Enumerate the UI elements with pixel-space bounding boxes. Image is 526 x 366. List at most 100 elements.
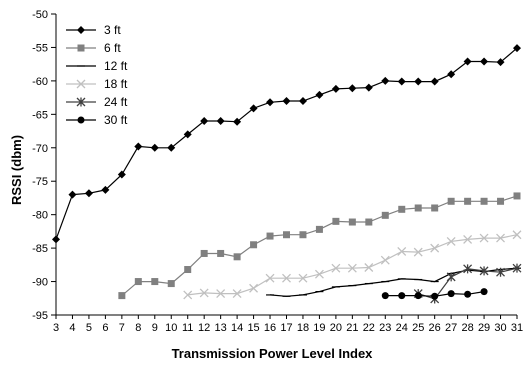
data-point <box>414 204 422 212</box>
data-point <box>398 205 406 213</box>
data-point <box>348 218 356 226</box>
x-tick-label: 13 <box>215 322 227 334</box>
data-point <box>151 278 159 286</box>
x-axis-title: Transmission Power Level Index <box>172 346 374 361</box>
data-point <box>431 204 439 212</box>
data-point <box>512 263 522 273</box>
data-point <box>414 292 422 300</box>
data-point <box>199 288 209 298</box>
x-tick-label: 28 <box>461 322 473 334</box>
x-tick-label: 19 <box>313 322 325 334</box>
data-point <box>250 241 258 249</box>
y-tick-label: -85 <box>32 243 48 255</box>
x-tick-label: 14 <box>231 322 243 334</box>
data-point <box>430 77 439 86</box>
x-tick-label: 3 <box>53 322 59 334</box>
data-point <box>200 117 209 126</box>
data-point <box>183 290 193 300</box>
data-point <box>331 263 341 273</box>
x-tick-label: 5 <box>86 322 92 334</box>
x-tick-label: 11 <box>182 322 193 334</box>
x-tick-label: 9 <box>152 322 158 334</box>
data-point <box>480 57 489 66</box>
data-point <box>430 243 440 253</box>
legend-marker <box>76 79 86 89</box>
data-point <box>68 190 77 199</box>
data-point <box>381 76 390 85</box>
data-point <box>52 235 60 244</box>
legend-marker <box>77 116 85 124</box>
data-point <box>298 273 308 283</box>
x-tick-label: 12 <box>198 322 210 334</box>
data-point <box>513 192 521 200</box>
data-point <box>134 142 143 151</box>
y-tick-label: -55 <box>32 42 48 54</box>
x-tick-label: 18 <box>297 322 309 334</box>
data-point <box>447 290 455 298</box>
data-point <box>479 266 489 276</box>
y-tick-label: -90 <box>32 277 48 289</box>
data-point <box>216 117 225 126</box>
data-point <box>497 197 505 205</box>
series-layer <box>52 44 522 304</box>
data-point <box>282 273 291 283</box>
series-6-ft <box>118 192 521 300</box>
legend-item: 18 ft <box>66 77 128 91</box>
legend-marker <box>76 97 86 107</box>
data-point <box>183 130 192 139</box>
data-point <box>447 70 456 79</box>
legend-label: 30 ft <box>104 113 128 127</box>
data-point <box>298 96 307 105</box>
y-axis-title: RSSI (dbm) <box>9 135 24 205</box>
data-point <box>283 231 290 239</box>
data-point <box>315 90 324 99</box>
data-point <box>84 189 93 198</box>
data-point <box>398 292 406 300</box>
data-point <box>101 185 110 194</box>
data-point <box>463 57 472 66</box>
data-point <box>480 288 488 296</box>
data-point <box>314 269 324 279</box>
data-point <box>118 292 126 300</box>
data-point <box>331 84 340 93</box>
x-tick-label: 27 <box>445 322 457 334</box>
x-tick-label: 24 <box>396 322 408 334</box>
data-point <box>446 236 456 246</box>
x-tick-label: 20 <box>330 322 342 334</box>
x-tick-label: 7 <box>119 322 125 334</box>
x-tick-label: 29 <box>478 322 490 334</box>
x-tick-label: 31 <box>511 322 523 334</box>
legend-marker <box>77 44 85 52</box>
data-point <box>332 217 340 225</box>
data-point <box>413 247 423 257</box>
data-point <box>480 197 488 205</box>
data-point <box>513 44 521 53</box>
data-point <box>216 289 226 299</box>
x-tick-label: 15 <box>247 322 259 334</box>
x-tick-label: 16 <box>264 322 276 334</box>
data-point <box>365 218 373 226</box>
data-point <box>381 292 389 300</box>
legend-item: 30 ft <box>66 113 128 127</box>
data-point <box>265 273 275 283</box>
data-point <box>315 225 323 233</box>
series-3-ft <box>52 44 521 244</box>
data-point <box>232 289 242 299</box>
legend: 3 ft 6 ft 12 ft 18 ft 24 ft 30 ft <box>66 23 128 127</box>
data-point <box>464 197 472 205</box>
x-tick-label: 10 <box>165 322 177 334</box>
series-30-ft <box>381 288 488 300</box>
series-18-ft <box>183 230 522 300</box>
y-tick-label: -70 <box>32 143 48 155</box>
x-tick-label: 23 <box>379 322 391 334</box>
data-point <box>299 231 307 239</box>
data-point <box>217 249 225 257</box>
y-tick-label: -60 <box>32 76 48 88</box>
data-point <box>446 272 456 282</box>
data-point <box>479 233 489 243</box>
legend-label: 3 ft <box>104 23 121 37</box>
data-point <box>249 283 259 293</box>
data-point <box>233 117 242 126</box>
x-tick-label: 26 <box>429 322 441 334</box>
data-point <box>347 263 357 273</box>
